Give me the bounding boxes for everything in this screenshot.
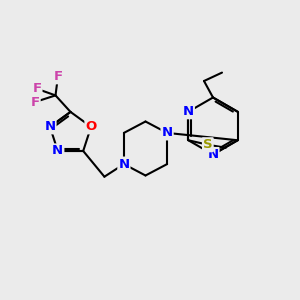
Text: O: O	[85, 120, 97, 133]
Text: N: N	[44, 120, 56, 133]
Text: N: N	[183, 105, 194, 118]
Text: F: F	[31, 95, 40, 109]
Text: N: N	[52, 145, 63, 158]
Text: S: S	[203, 138, 213, 151]
Text: N: N	[161, 126, 173, 140]
Text: N: N	[118, 158, 130, 171]
Text: N: N	[207, 148, 219, 161]
Text: F: F	[53, 70, 62, 83]
Text: F: F	[32, 82, 41, 95]
